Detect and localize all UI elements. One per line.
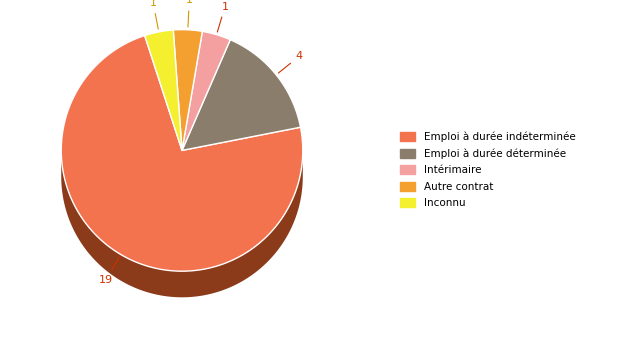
Text: 19: 19 [99, 257, 120, 285]
Text: 4: 4 [278, 51, 303, 73]
Text: 1: 1 [186, 0, 193, 27]
Polygon shape [61, 151, 303, 297]
Text: 1: 1 [218, 2, 228, 32]
Polygon shape [61, 36, 303, 271]
Legend: Emploi à durée indéterminée, Emploi à durée déterminée, Intérimaire, Autre contr: Emploi à durée indéterminée, Emploi à du… [396, 128, 580, 212]
Polygon shape [145, 30, 182, 150]
Polygon shape [182, 31, 230, 150]
Polygon shape [182, 40, 301, 150]
Polygon shape [173, 30, 202, 150]
Text: 1: 1 [150, 0, 158, 29]
